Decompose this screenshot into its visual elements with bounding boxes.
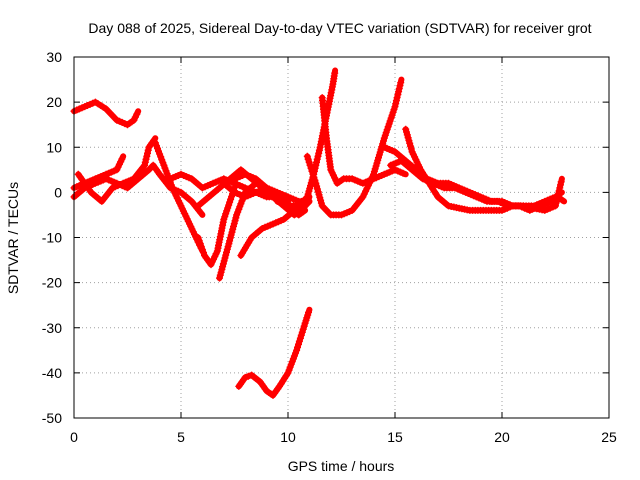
data-point-marker bbox=[331, 69, 339, 77]
data-point-marker bbox=[131, 113, 139, 121]
data-point-marker bbox=[392, 100, 400, 108]
data-point-marker bbox=[198, 246, 206, 253]
data-point-marker bbox=[309, 170, 317, 178]
data-point-marker bbox=[556, 184, 564, 192]
data-point-marker bbox=[307, 164, 315, 172]
data-point-marker bbox=[397, 79, 405, 87]
data-point-marker bbox=[293, 346, 301, 354]
y-tick-label: 10 bbox=[46, 139, 62, 155]
data-point-marker bbox=[552, 202, 559, 210]
data-point-marker bbox=[308, 167, 316, 175]
data-point-marker bbox=[394, 91, 402, 99]
y-tick-label: -40 bbox=[42, 365, 62, 381]
data-point-marker bbox=[557, 181, 564, 189]
data-point-marker bbox=[392, 97, 400, 105]
series-prn-s bbox=[387, 157, 568, 214]
series-prn-q bbox=[380, 143, 565, 210]
data-point-marker bbox=[296, 334, 304, 342]
data-point-marker bbox=[305, 158, 313, 166]
data-point-marker bbox=[295, 340, 302, 348]
data-series bbox=[70, 67, 568, 399]
data-point-marker bbox=[314, 152, 322, 160]
data-point-marker bbox=[295, 337, 303, 345]
data-point-marker bbox=[313, 158, 320, 166]
grid bbox=[74, 57, 609, 418]
data-point-marker bbox=[557, 178, 565, 186]
x-axis-label: GPS time / hours bbox=[288, 458, 395, 474]
data-point-marker bbox=[391, 103, 399, 111]
data-point-marker bbox=[144, 146, 152, 154]
data-point-marker bbox=[300, 322, 308, 330]
data-point-marker bbox=[303, 152, 311, 160]
data-point-marker bbox=[315, 149, 323, 157]
data-point-marker bbox=[197, 243, 205, 250]
data-point-marker bbox=[395, 85, 403, 93]
data-point-marker bbox=[555, 187, 563, 195]
y-tick-label: 30 bbox=[46, 49, 62, 65]
series-prn-e bbox=[151, 139, 206, 254]
data-point-marker bbox=[313, 155, 321, 163]
chart-title: Day 088 of 2025, Sidereal Day-to-day VTE… bbox=[88, 20, 591, 36]
series-prn-a bbox=[70, 98, 142, 129]
y-tick-label: -10 bbox=[42, 230, 62, 246]
series-prn-m bbox=[235, 306, 313, 399]
y-tick-label: -30 bbox=[42, 320, 62, 336]
data-point-marker bbox=[196, 240, 204, 247]
axis-ticks: 0 5 10 15 20 25 30 20 10 0 -10 -20 -30 -40 -50 bbox=[42, 49, 617, 445]
y-tick-label: -50 bbox=[42, 410, 62, 426]
data-point-marker bbox=[310, 173, 318, 181]
data-point-marker bbox=[399, 169, 407, 177]
plot-frame bbox=[73, 56, 610, 419]
data-point-marker bbox=[241, 373, 249, 381]
data-point-marker bbox=[306, 161, 314, 169]
x-tick-label: 20 bbox=[494, 429, 510, 445]
data-point-marker bbox=[311, 176, 319, 184]
y-tick-label: 20 bbox=[46, 94, 62, 110]
data-point-marker bbox=[298, 328, 306, 336]
data-point-marker bbox=[558, 196, 566, 204]
y-axis-label: SDTVAR / TECUs bbox=[5, 182, 21, 294]
data-point-marker bbox=[130, 116, 138, 124]
data-point-marker bbox=[299, 325, 307, 333]
x-tick-label: 5 bbox=[177, 429, 185, 445]
data-point-marker bbox=[194, 234, 202, 241]
data-point-marker bbox=[393, 94, 401, 102]
data-point-marker bbox=[294, 343, 301, 351]
data-point-marker bbox=[315, 146, 323, 154]
x-tick-label: 10 bbox=[280, 429, 296, 445]
data-point-marker bbox=[395, 88, 403, 96]
data-point-marker bbox=[118, 155, 126, 163]
data-point-marker bbox=[144, 149, 151, 157]
series-prn-p bbox=[318, 94, 409, 187]
data-point-marker bbox=[141, 158, 149, 166]
data-point-marker bbox=[141, 161, 149, 169]
data-point-marker bbox=[197, 209, 205, 217]
x-tick-label: 0 bbox=[70, 429, 78, 445]
data-point-marker bbox=[142, 155, 150, 163]
x-tick-label: 15 bbox=[387, 429, 403, 445]
x-tick-label: 25 bbox=[601, 429, 617, 445]
y-tick-label: -20 bbox=[42, 275, 62, 291]
data-point-marker bbox=[305, 308, 312, 316]
data-point-marker bbox=[200, 249, 207, 256]
data-point-marker bbox=[297, 331, 305, 339]
data-point-marker bbox=[304, 155, 312, 163]
data-point-marker bbox=[195, 237, 203, 244]
data-point-marker bbox=[143, 152, 151, 160]
data-point-marker bbox=[396, 82, 404, 90]
data-point-marker bbox=[133, 110, 141, 118]
y-tick-label: 0 bbox=[54, 184, 62, 200]
